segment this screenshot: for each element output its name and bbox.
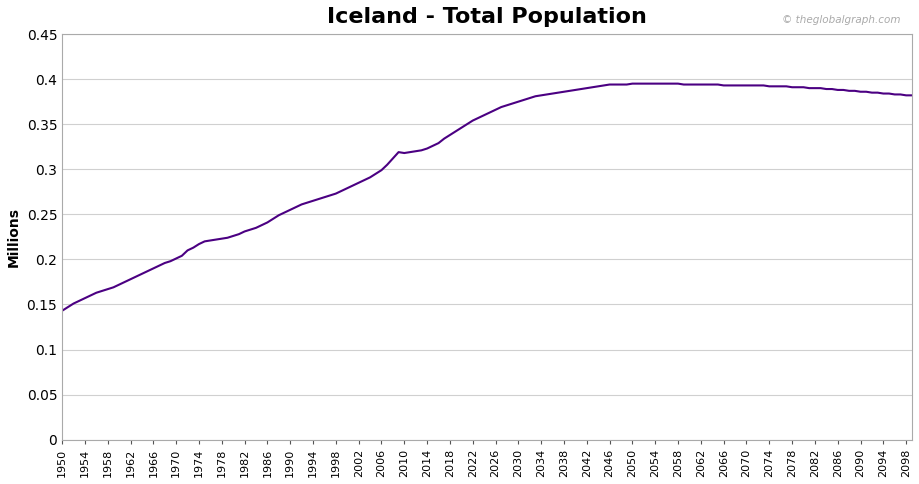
Y-axis label: Millions: Millions [7, 207, 21, 267]
Text: © theglobalgraph.com: © theglobalgraph.com [782, 15, 901, 25]
Title: Iceland - Total Population: Iceland - Total Population [327, 7, 647, 27]
